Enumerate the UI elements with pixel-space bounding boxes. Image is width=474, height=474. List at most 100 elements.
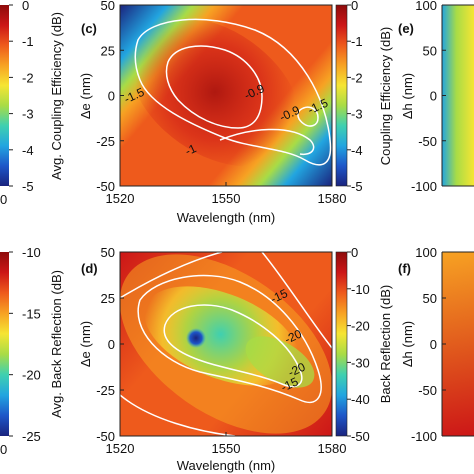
panel-e-strip — [442, 5, 474, 186]
panel-d-contour-diag — [261, 252, 332, 349]
left-colorbar-top-tick-label: -2 — [22, 70, 34, 85]
left-colorbar-bottom: -10 -15 -20 -25 Avg. Back Reflection (dB) 2… — [0, 245, 64, 457]
panel-e-y-tick-label: 0 — [430, 89, 437, 104]
panel-d-cb-tick-label: -30 — [351, 355, 370, 370]
panel-d-contour-label: -20 — [282, 326, 304, 346]
panel-c-y-tick-label: -25 — [96, 134, 115, 149]
panel-c-yticks: 50 25 0 -25 -50 — [96, 0, 124, 194]
panel-c-cb-tick-label: -3 — [351, 107, 363, 122]
left-colorbar-top-bar — [0, 5, 9, 186]
panel-c-colorbar-label: Coupling Efficiency (dB) — [378, 27, 393, 166]
left-colorbar-bottom-tick-label: -25 — [22, 429, 41, 444]
panel-c-contour-mid — [219, 128, 315, 156]
panel-e-label: (e) — [398, 21, 414, 36]
panel-e-y-tick-label: 50 — [423, 43, 437, 58]
panel-f-yticks: 100 50 0 -50 -100 — [411, 245, 446, 444]
panel-c-ylabel: Δe (nm) — [78, 73, 93, 119]
panel-f: (f) Δh (nm) 100 50 0 -50 -100 — [398, 245, 474, 444]
panel-d-contour-labels: -15-20-20-15 — [268, 286, 308, 394]
panel-d-cb-tick-label: -10 — [351, 282, 370, 297]
panel-c-xlabel: Wavelength (nm) — [177, 210, 276, 225]
panel-c-cb-tick-label: 0 — [351, 0, 358, 13]
left-colorbar-top: 0 -1 -2 -3 -4 -5 Avg. Coupling Efficiency (dB… — [0, 0, 64, 207]
panel-e-y-tick-label: -100 — [411, 179, 437, 194]
panel-d-contour-outer — [137, 274, 322, 403]
panel-f-ylabel: Δh (nm) — [400, 321, 415, 367]
panel-c-xticks: 1520 1550 1580 — [106, 182, 346, 206]
panel-d-cool-tail — [245, 336, 315, 388]
panel-d-contour-label: -15 — [268, 286, 290, 306]
panel-d-contour-inner — [163, 304, 303, 388]
panel-c-cb-tick-label: -5 — [351, 179, 363, 194]
left-colorbar-top-tick-label: 0 — [22, 0, 29, 13]
left-colorbar-top-tick-label: -5 — [22, 179, 34, 194]
panel-f-label: (f) — [398, 261, 411, 276]
panel-e: (e) Δh (nm) 100 50 0 -50 -100 — [398, 0, 474, 194]
panel-c-x-tick-label: 1520 — [106, 191, 135, 206]
panel-e-y-tick-label: -50 — [418, 134, 437, 149]
left-colorbar-top-ticks: 0 -1 -2 -3 -4 -5 — [9, 0, 34, 194]
panel-d-y-tick-label: 0 — [108, 337, 115, 352]
panel-d-xticks: 1520 1550 1580 — [106, 432, 347, 456]
left-colorbar-bottom-xtick: 20 — [0, 442, 7, 457]
panel-d-label: (d) — [81, 261, 98, 276]
panel-c-cb-tick-label: -4 — [351, 143, 363, 158]
panel-e-y-tick-label: 100 — [415, 0, 437, 13]
panel-d-x-tick-label: 1550 — [212, 441, 241, 456]
left-colorbar-bottom-tick-label: -10 — [22, 245, 41, 260]
panel-c-y-tick-label: 50 — [101, 0, 115, 13]
panel-c-cb-tick-label: -2 — [351, 70, 363, 85]
left-colorbar-bottom-tick-label: -20 — [22, 368, 41, 383]
left-colorbar-bottom-label: Avg. Back Reflection (dB) — [49, 270, 64, 418]
left-colorbar-top-tick-label: -1 — [22, 34, 34, 49]
panel-d-ylabel: Δe (nm) — [78, 321, 93, 367]
panel-e-ylabel: Δh (nm) — [400, 73, 415, 119]
panel-d-y-tick-label: 50 — [101, 245, 115, 260]
panel-d-contour-lower — [120, 394, 236, 436]
panel-d-xlabel: Wavelength (nm) — [177, 458, 276, 473]
panel-d-yticks: 50 25 0 -25 -50 — [96, 245, 124, 444]
panel-d-colorbar-ticks: 0 -10 -20 -30 -40 -50 — [347, 245, 370, 444]
panel-c-label: (c) — [81, 21, 97, 36]
panel-d-contour-label: -20 — [286, 360, 308, 380]
panel-c-colorbar-ticks: 0 -1 -2 -3 -4 -5 — [347, 0, 363, 194]
panel-c-contour-small — [297, 106, 319, 127]
panel-d-colorbar-label: Back Reflection (dB) — [378, 285, 393, 404]
panel-c-y-tick-label: 25 — [101, 43, 115, 58]
panel-d-x-tick-label: 1580 — [318, 441, 347, 456]
panel-e-yticks: 100 50 0 -50 -100 — [411, 0, 446, 194]
panel-c-x-tick-label: 1550 — [212, 191, 241, 206]
panel-f-y-tick-label: 50 — [423, 291, 437, 306]
panel-c-y-tick-label: 0 — [108, 89, 115, 104]
panel-d-y-tick-label: -50 — [96, 429, 115, 444]
panel-d-heatmap — [120, 252, 332, 436]
left-colorbar-top-label: Avg. Coupling Efficiency (dB) — [49, 12, 64, 180]
panel-d-y-tick-label: -25 — [96, 383, 115, 398]
left-colorbar-bottom-tick-label: -15 — [22, 306, 41, 321]
panel-c-colorbar — [335, 4, 348, 187]
panel-c-heatmap — [120, 5, 332, 186]
left-colorbar-bottom-ticks: -10 -15 -20 -25 — [9, 245, 41, 444]
left-colorbar-bottom-bar — [0, 252, 9, 436]
panel-d-contour-corner — [120, 252, 223, 299]
panel-f-y-tick-label: 100 — [415, 245, 437, 260]
panel-c-contour-inner — [165, 45, 263, 129]
panel-c-y-tick-label: -50 — [96, 179, 115, 194]
panel-f-strip — [442, 252, 474, 436]
left-colorbar-top-tick-label: -3 — [22, 107, 34, 122]
panel-d-cb-tick-label: 0 — [351, 245, 358, 260]
panel-d-cb-tick-label: -40 — [351, 392, 370, 407]
panel-c-cb-tick-label: -1 — [351, 34, 363, 49]
panel-c-contour-outer — [134, 18, 332, 166]
panel-d-colorbar — [335, 251, 348, 437]
panel-d-y-tick-label: 25 — [101, 291, 115, 306]
panel-d-cb-tick-label: -50 — [351, 429, 370, 444]
panel-f-y-tick-label: 0 — [430, 337, 437, 352]
panel-d-cb-tick-label: -20 — [351, 319, 370, 334]
panel-d-contour-label: -15 — [279, 374, 301, 394]
panel-d-x-tick-label: 1520 — [106, 441, 135, 456]
panel-f-y-tick-label: -100 — [411, 429, 437, 444]
panel-f-y-tick-label: -50 — [418, 383, 437, 398]
